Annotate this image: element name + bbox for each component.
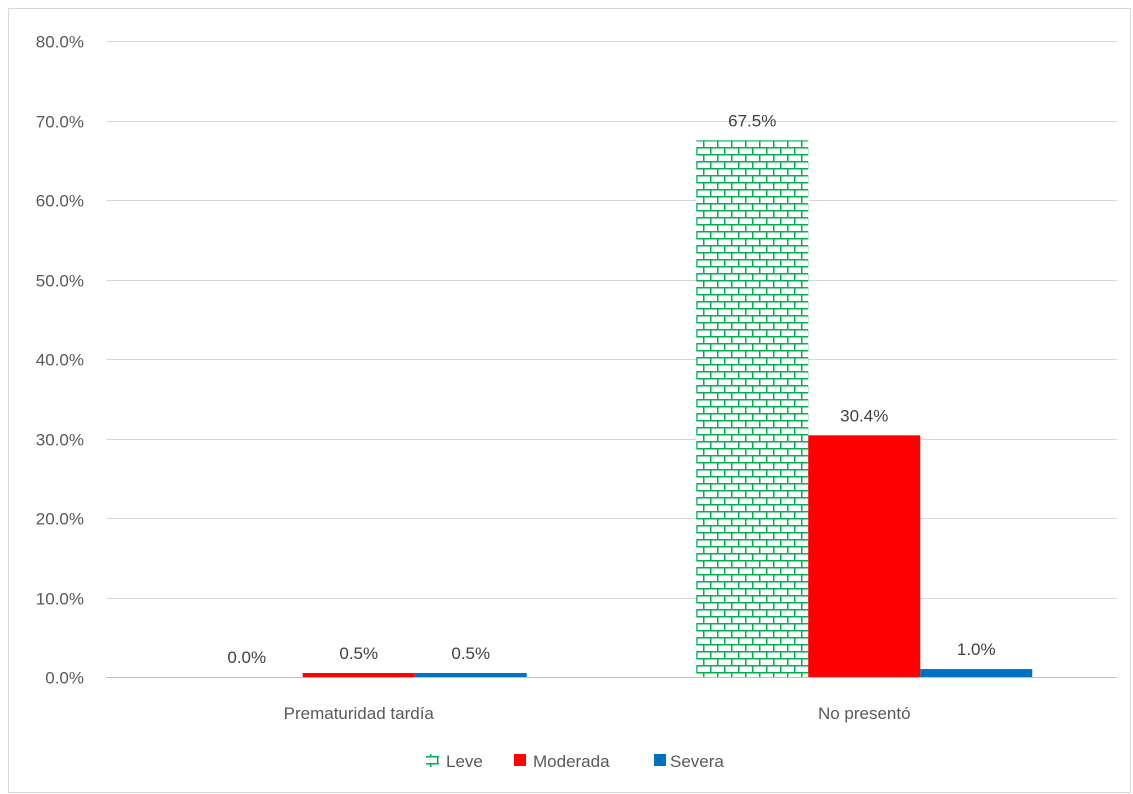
legend-swatch-moderada: [514, 754, 526, 766]
y-tick-label: 50.0%: [36, 272, 84, 291]
legend-swatch-leve: [426, 754, 439, 767]
data-labels: 0.0% 0.5% 0.5% 67.5% 30.4% 1.0%: [227, 111, 995, 667]
bars: [302, 140, 1033, 677]
bar-moderada-1: [808, 435, 921, 677]
bar-leve-1: [696, 140, 809, 677]
y-axis-ticks: 0.0% 10.0% 20.0% 30.0% 40.0% 50.0% 60.0% 70.0% 8…: [36, 33, 84, 688]
data-label: 0.5%: [339, 644, 378, 663]
bar-moderada-0: [302, 673, 415, 677]
bar-severa-1: [920, 669, 1033, 677]
legend-label-moderada: Moderada: [533, 752, 610, 771]
x-tick-label: No presentó: [818, 704, 911, 723]
y-tick-label: 0.0%: [45, 669, 84, 688]
gridlines: [106, 41, 1117, 678]
data-label: 0.0%: [227, 648, 266, 667]
data-label: 1.0%: [957, 640, 996, 659]
y-tick-label: 60.0%: [36, 192, 84, 211]
data-label: 30.4%: [840, 406, 888, 425]
bar-severa-0: [414, 673, 527, 677]
data-label: 67.5%: [728, 111, 776, 130]
legend-label-severa: Severa: [670, 752, 724, 771]
chart-frame: [8, 8, 1131, 793]
legend-label-leve: Leve: [446, 752, 483, 771]
data-label: 0.5%: [451, 644, 490, 663]
y-tick-label: 40.0%: [36, 351, 84, 370]
y-tick-label: 80.0%: [36, 33, 84, 52]
y-tick-label: 10.0%: [36, 590, 84, 609]
y-tick-label: 30.0%: [36, 431, 84, 450]
x-tick-label: Prematuridad tardía: [284, 704, 435, 723]
y-tick-label: 70.0%: [36, 113, 84, 132]
legend: Leve Moderada Severa: [426, 752, 724, 771]
y-tick-label: 20.0%: [36, 510, 84, 529]
x-axis-ticks: Prematuridad tardía No presentó: [284, 704, 911, 723]
legend-swatch-severa: [654, 754, 666, 766]
